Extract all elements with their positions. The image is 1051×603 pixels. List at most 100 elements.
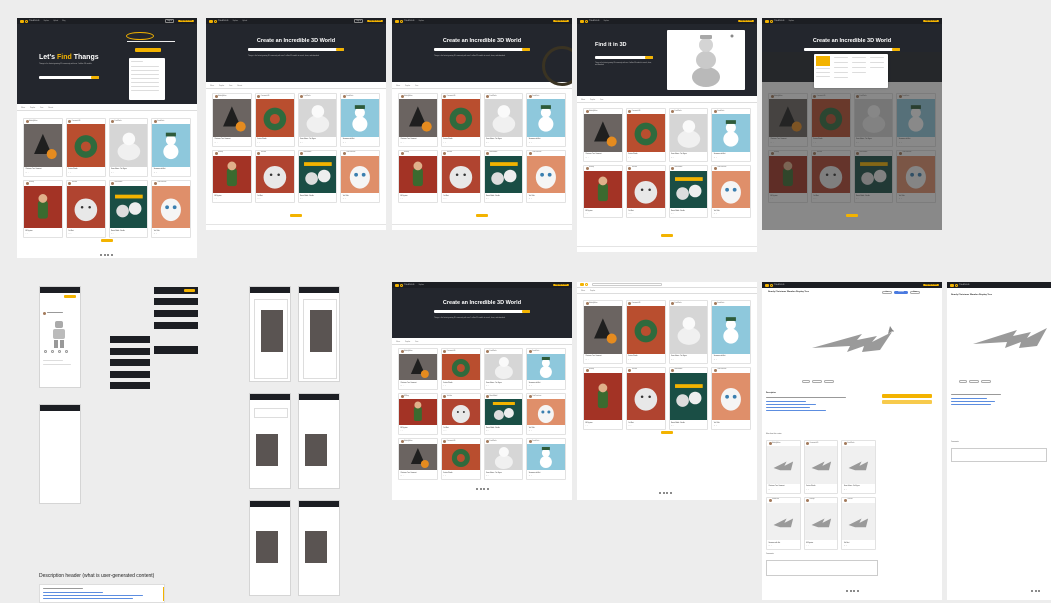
creator-avatar[interactable] xyxy=(843,498,847,502)
model-title[interactable]: Yeti Bust xyxy=(628,210,634,212)
model-thumbnail[interactable] xyxy=(584,170,622,208)
creator-avatar[interactable] xyxy=(628,368,632,372)
creator-name[interactable]: HolidayMaker xyxy=(589,110,598,112)
model-thumbnail[interactable] xyxy=(341,99,379,137)
creator-name[interactable]: CuteCreatures xyxy=(346,152,356,153)
model-thumbnail[interactable] xyxy=(152,185,190,228)
tree-model-icon[interactable] xyxy=(802,312,902,372)
model-title[interactable]: Yeti Chibi xyxy=(342,195,349,197)
model-thumbnail[interactable] xyxy=(441,155,480,193)
secondary-cta[interactable] xyxy=(882,400,932,404)
creator-avatar[interactable] xyxy=(400,95,404,98)
model-card[interactable]: FrostWorks Snow Golem - Yeti Figure 21 · 6 xyxy=(668,300,709,364)
creator-avatar[interactable] xyxy=(713,368,717,372)
model-title[interactable]: Elf Figurine xyxy=(400,195,408,197)
model-title[interactable]: Snowman with Hat xyxy=(528,139,541,140)
model-title[interactable]: Yeti Bust xyxy=(628,422,634,424)
model-title[interactable]: Elf Figurine xyxy=(806,542,814,544)
creator-avatar[interactable] xyxy=(214,151,218,155)
model-card[interactable]: Ornaments3D Festive Wreath 8 · 2 xyxy=(625,300,666,364)
creator-name[interactable]: FrostWorks xyxy=(303,95,311,97)
creator-name[interactable]: CuteCreatures xyxy=(157,182,167,183)
creator-avatar[interactable] xyxy=(443,350,447,353)
model-title[interactable]: Christmas Tree Ornament xyxy=(585,356,602,357)
model-title[interactable]: Yeti Bust xyxy=(257,195,263,197)
model-thumbnail[interactable] xyxy=(441,444,480,470)
creator-avatar[interactable] xyxy=(528,151,532,155)
model-card[interactable]: CuteCreatures Yeti Chibi 11 · 2 xyxy=(526,393,566,435)
model-card[interactable]: HolidayMaker Christmas Tree Ornament 12 · … xyxy=(398,348,438,390)
creator-name[interactable]: FrostWorks xyxy=(674,110,682,112)
model-card[interactable]: SnowPrints Snowman with Hat 15 · 3 xyxy=(711,108,751,162)
model-thumbnail[interactable] xyxy=(669,306,708,354)
filter-free[interactable]: Free xyxy=(229,85,233,87)
thangs-logo[interactable]: THANGS xyxy=(20,19,40,23)
creator-name[interactable]: RemixModel xyxy=(674,167,683,168)
model-title[interactable]: Festive Wreath xyxy=(68,169,78,170)
creator-name[interactable]: ElfShop xyxy=(589,369,594,370)
creator-avatar[interactable] xyxy=(713,166,717,170)
model-thumbnail[interactable] xyxy=(712,306,750,354)
creator-avatar[interactable] xyxy=(68,181,72,185)
model-thumbnail[interactable] xyxy=(213,155,251,193)
creator-avatar[interactable] xyxy=(528,95,532,98)
creator-avatar[interactable] xyxy=(843,442,847,445)
model-thumbnail[interactable] xyxy=(527,99,565,137)
search-input[interactable] xyxy=(595,56,653,59)
nav-blog[interactable]: Blog xyxy=(62,20,66,22)
model-card[interactable]: RemixModel Remix Model - Bundle 30 · 9 xyxy=(668,366,709,430)
model-card[interactable]: RemixModel Remix Model - Bundle 30 · 9 xyxy=(668,164,709,218)
signup-button[interactable]: Sign up for free xyxy=(738,20,754,22)
creator-avatar[interactable] xyxy=(25,181,29,185)
sort-recent[interactable]: Recent xyxy=(237,85,243,87)
model-thumbnail[interactable] xyxy=(712,372,750,420)
creator-avatar[interactable] xyxy=(153,120,157,123)
model-title[interactable]: Remix Model - Bundle xyxy=(300,195,314,197)
creator-avatar[interactable] xyxy=(585,110,589,113)
search-button[interactable] xyxy=(645,56,653,59)
filter-free[interactable]: Free xyxy=(415,341,419,343)
model-card[interactable]: HolidayMaker Christmas Tree Ornament 12 · … xyxy=(583,108,623,162)
creator-name[interactable]: RemixModel xyxy=(674,369,683,370)
creator-avatar[interactable] xyxy=(486,440,489,443)
sort-popular[interactable]: Popular xyxy=(405,85,411,87)
creator-avatar[interactable] xyxy=(214,95,218,98)
model-title[interactable]: Snowman with Hat xyxy=(528,472,541,474)
creator-avatar[interactable] xyxy=(671,166,674,170)
creator-name[interactable]: CuteCreatures xyxy=(532,152,542,153)
model-thumbnail[interactable] xyxy=(441,399,480,425)
nav-upload[interactable]: Upload xyxy=(242,20,248,22)
model-viewer[interactable] xyxy=(667,30,745,90)
model-title[interactable]: Yeti Chibi xyxy=(528,427,535,429)
model-card[interactable]: FrostWorks Snow Golem - Yeti Figure 21 · 6 xyxy=(668,108,709,162)
search-button[interactable] xyxy=(522,48,530,51)
creator-name[interactable]: FrostWorks xyxy=(489,440,497,442)
upload-cta[interactable] xyxy=(135,48,161,52)
filter-free[interactable]: Free xyxy=(415,85,419,87)
model-title[interactable]: Elf Figurine xyxy=(214,195,222,197)
creator-avatar[interactable] xyxy=(443,440,447,443)
creator-avatar[interactable] xyxy=(400,350,404,353)
creator-avatar[interactable] xyxy=(528,440,532,443)
load-more-button[interactable] xyxy=(101,239,113,242)
comment-box[interactable] xyxy=(951,448,1047,462)
creator-name[interactable]: CuteCreatures xyxy=(717,167,727,168)
model-thumbnail[interactable] xyxy=(484,354,523,380)
model-thumbnail[interactable] xyxy=(341,155,379,193)
thangs-logo[interactable]: THANGS xyxy=(395,19,415,23)
model-card[interactable]: SnowPrints Snowman with Hat 15 · 3 xyxy=(766,496,801,550)
model-card[interactable]: CuteCreatures Yeti Chibi 11 · 2 xyxy=(340,149,380,203)
creator-name[interactable]: ElfShop xyxy=(404,395,409,397)
model-thumbnail[interactable] xyxy=(804,446,838,484)
signup-button[interactable]: Sign up for free xyxy=(367,20,383,22)
creator-avatar[interactable] xyxy=(257,151,261,155)
signup-button[interactable]: Sign up for free xyxy=(553,20,569,22)
model-thumbnail[interactable] xyxy=(24,124,62,167)
model-thumbnail[interactable] xyxy=(399,99,437,137)
login-button[interactable]: Log in xyxy=(353,19,364,23)
model-thumbnail[interactable] xyxy=(399,444,437,470)
model-title[interactable]: Remix Model - Bundle xyxy=(486,195,500,197)
creator-name[interactable]: ElfShop xyxy=(404,152,409,153)
login-button[interactable]: Log in xyxy=(164,19,175,23)
mobile-card[interactable] xyxy=(254,299,288,379)
